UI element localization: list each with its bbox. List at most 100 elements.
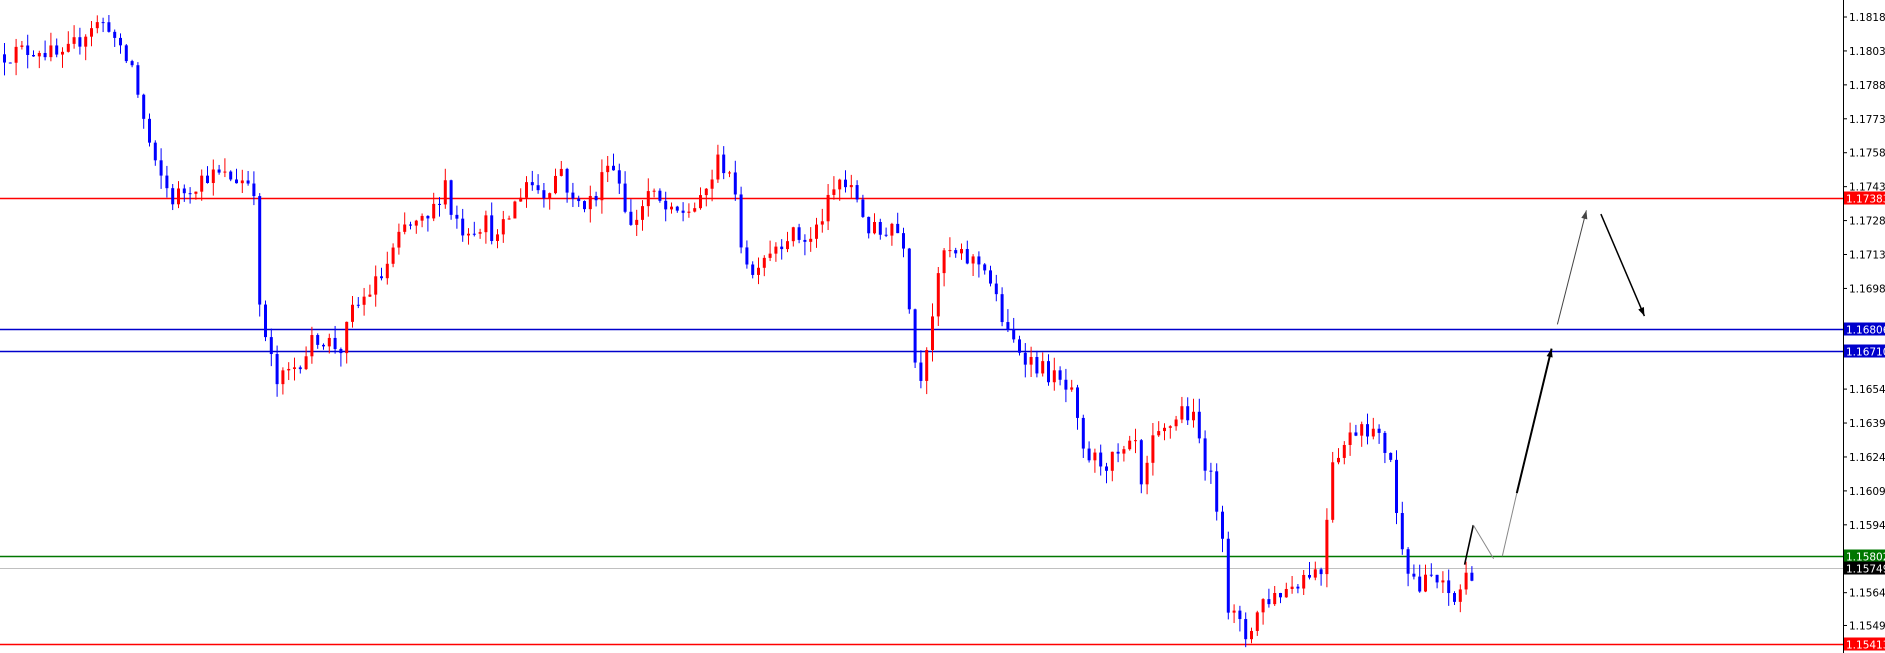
candle-body: [1226, 538, 1230, 613]
candle-body: [699, 195, 702, 209]
candle-body: [119, 37, 122, 46]
candle-body: [171, 188, 175, 205]
candle-body: [368, 294, 372, 297]
candle-body: [641, 206, 644, 220]
y-tick-label: 1.18035: [1849, 46, 1885, 58]
candle-body: [1354, 432, 1358, 436]
price-axis: 1.18185 1.18035 1.17885 1.17735 1.17585 1.174…: [1843, 12, 1885, 632]
candle-body: [385, 263, 389, 279]
candle-body: [32, 54, 35, 57]
candle-body: [1018, 339, 1021, 353]
candle-body: [113, 31, 117, 38]
candle-body: [803, 239, 807, 242]
candle-body: [844, 179, 847, 188]
candle-body: [1406, 549, 1410, 574]
candle-body: [72, 37, 76, 44]
trend-line: [1501, 493, 1518, 557]
candle-body: [577, 198, 581, 202]
candle-body: [252, 183, 256, 197]
candle-body: [90, 28, 93, 37]
candle-body: [1342, 444, 1346, 458]
candle-body: [542, 190, 546, 199]
candle-body: [519, 197, 523, 202]
candle-body: [1435, 574, 1439, 583]
candle-body: [1151, 435, 1155, 463]
candle-body: [745, 247, 749, 265]
candle-body: [206, 175, 209, 184]
y-tick-label: 1.17885: [1849, 80, 1885, 92]
candle-body: [658, 190, 662, 201]
candle-body: [1203, 438, 1207, 471]
candle-body: [623, 183, 627, 212]
candle-body: [942, 250, 946, 274]
candle-body: [687, 211, 691, 213]
candle-body: [1412, 573, 1416, 577]
candle-body: [646, 191, 650, 207]
candle-body: [246, 180, 250, 184]
candle-body: [235, 179, 238, 184]
candle-body: [1047, 361, 1050, 383]
candle-body: [345, 321, 349, 354]
candle-body: [809, 238, 813, 242]
candle-body: [1290, 586, 1294, 589]
candle-body: [1134, 440, 1137, 442]
candle-body: [670, 206, 673, 210]
candle-body: [1006, 322, 1010, 330]
level-price-label: 1.15413: [1846, 640, 1885, 652]
y-tick-label: 1.16540: [1849, 384, 1885, 396]
candle-body: [983, 264, 987, 271]
y-tick-label: 1.17735: [1849, 114, 1885, 126]
candle-body: [1157, 431, 1161, 436]
candle-body: [472, 233, 476, 235]
y-tick-label: 1.17435: [1849, 182, 1885, 194]
candle-body: [629, 211, 633, 225]
candle-body: [855, 185, 859, 200]
y-tick-label: 1.15940: [1849, 520, 1885, 532]
level-labels: 1.17383 1.16806 1.16710 1.158021.15749 1.154…: [1844, 191, 1885, 652]
candle-body: [907, 248, 911, 310]
trend-line: [1472, 524, 1495, 560]
candle-body: [925, 349, 929, 381]
candle-body: [1273, 592, 1277, 605]
candle-body: [1041, 361, 1045, 374]
candle-body: [774, 246, 778, 254]
candle-body: [443, 180, 447, 205]
candle-body: [449, 180, 453, 215]
arrowhead-icon: [1638, 307, 1645, 317]
candle-body: [310, 335, 314, 357]
candle-body: [391, 247, 395, 264]
candle-body: [182, 188, 186, 194]
candle-body: [849, 185, 853, 188]
candle-body: [356, 304, 360, 306]
candle-body: [1180, 406, 1184, 420]
candle-body: [1284, 588, 1288, 598]
candle-body: [965, 249, 969, 264]
candle-body: [61, 51, 64, 55]
candle-body: [281, 370, 285, 385]
candle-body: [1255, 612, 1259, 631]
candle-body: [177, 188, 180, 205]
candle-body: [304, 356, 308, 370]
candles: [3, 15, 1474, 648]
candle-body: [1192, 411, 1195, 421]
candle-body: [136, 65, 140, 95]
trend-line: [1463, 524, 1475, 565]
candle-body: [554, 175, 557, 194]
candle-body: [461, 218, 465, 236]
candle-body: [351, 304, 354, 322]
candle-body: [1168, 426, 1172, 428]
candle-body: [287, 368, 291, 371]
y-tick-label: 1.18185: [1849, 12, 1885, 24]
candle-body: [264, 304, 267, 338]
candle-body: [501, 219, 505, 235]
candle-body: [948, 250, 952, 252]
candle-body: [188, 193, 192, 195]
trend-line: [1556, 210, 1587, 325]
candle-body: [1337, 457, 1340, 463]
candle-body: [107, 22, 111, 32]
candle-body: [757, 267, 760, 275]
candle-body: [211, 169, 215, 184]
candle-body: [229, 171, 233, 180]
candle-body: [1087, 448, 1091, 461]
